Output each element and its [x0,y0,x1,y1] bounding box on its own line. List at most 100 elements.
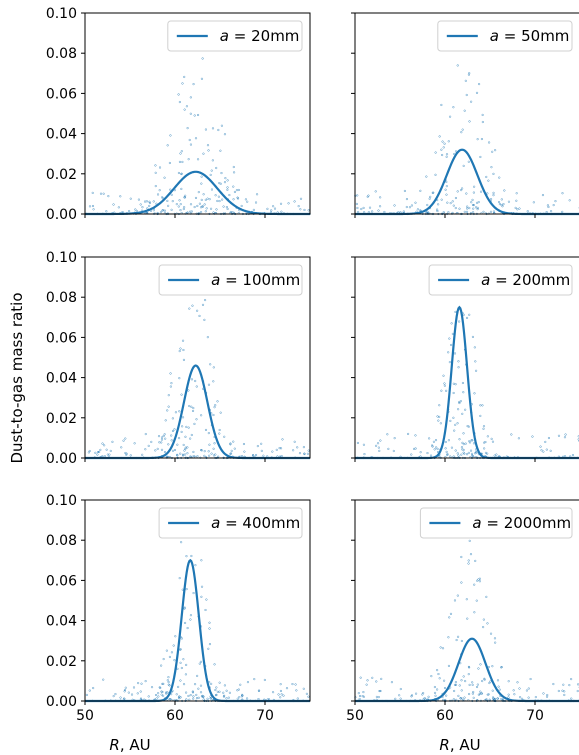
scatter-point [203,450,206,453]
scatter-point [192,406,195,410]
scatter-point [510,433,513,436]
scatter-point [179,648,182,651]
scatter-point [207,149,210,152]
scatter-point [482,427,485,430]
scatter-point [472,442,476,445]
scatter-point [179,152,182,155]
scatter-point [195,418,198,421]
scatter-point [185,691,188,694]
scatter-point [197,191,200,194]
scatter-point [210,188,214,191]
scatter-point [112,695,115,698]
scatter-point [494,641,497,644]
scatter-point [455,638,458,642]
scatter-point [176,667,179,670]
scatter-point [363,211,366,214]
profile-line [355,148,579,216]
scatter-point [457,635,460,638]
scatter-point [563,455,567,458]
scatter-point [160,438,164,441]
scatter-point [539,445,542,448]
scatter-point [183,206,186,209]
scatter-point [365,683,368,686]
scatter-point [192,450,195,454]
scatter-point [453,689,456,693]
scatter-point [547,205,550,209]
scatter-point [467,562,470,565]
scatter-point [181,339,185,342]
scatter-point [165,691,168,694]
scatter-point [362,206,365,210]
legend-box [437,20,573,52]
scatter-point [291,682,294,686]
scatter-point [216,400,219,403]
scatter-point [203,203,206,206]
scatter-point [256,444,259,448]
scatter-point [500,198,503,201]
scatter-point [200,414,203,417]
scatter-point [502,203,505,206]
scatter-point [302,446,305,449]
scatter-point [99,448,102,451]
scatter-point [158,189,161,192]
scatter-point [160,693,163,696]
scatter-point [174,635,177,638]
scatter-point [465,93,468,97]
scatter-point [114,693,117,696]
scatter-point [532,201,535,204]
scatter-point [223,694,226,697]
axes-frame [84,499,311,702]
scatter-point [183,606,186,609]
scatter-point [209,697,212,700]
scatter-point [227,696,230,699]
scatter-point [260,449,263,452]
scatter-point [476,138,479,141]
scatter-point [166,691,169,694]
scatter-point [293,200,296,203]
profile-line [85,364,310,460]
scatter-point [94,451,97,454]
y-tick-label: 0.08 [46,46,77,62]
scatter-point [483,447,486,450]
scatter-point [471,203,475,207]
scatter-point [169,385,172,388]
scatter-point [456,452,459,455]
scatter-point [109,449,112,452]
y-tick-label: 0.00 [46,451,77,467]
scatter-point [119,195,122,198]
scatter-point [486,622,489,625]
scatter-point [457,366,460,369]
scatter-point [371,210,374,213]
scatter-point [481,120,484,124]
legend: a = 20mm [167,20,303,52]
scatter-point [241,694,244,697]
scatter-point [462,448,465,451]
scatter-point [157,695,160,698]
scatter-point [191,455,194,458]
scatter-point [438,404,441,407]
scatter-point [167,683,170,686]
scatter-point [489,632,493,635]
scatter-point [192,83,195,86]
y-tick-label: 0.06 [46,86,77,102]
scatter-point [403,189,406,193]
scatter-point [437,419,440,422]
scatter-point [468,206,471,210]
scatter-point [161,682,164,685]
scatter-point [129,454,132,457]
scatter-point [490,166,493,169]
axes-frame [84,256,311,459]
scatter-point [491,150,494,153]
scatter-point [475,451,478,454]
scatter-point [263,678,266,682]
x-axis-label-left: R, AU [109,736,150,754]
scatter-point [226,186,229,189]
scatter-point [464,79,467,82]
scatter-point [436,669,439,672]
scatter-point [99,192,103,195]
scatter-point [147,444,150,447]
scatter-point [216,690,219,693]
scatter-point [441,153,444,157]
legend-label: a = 20mm [220,27,300,45]
scatter-point [479,414,482,418]
